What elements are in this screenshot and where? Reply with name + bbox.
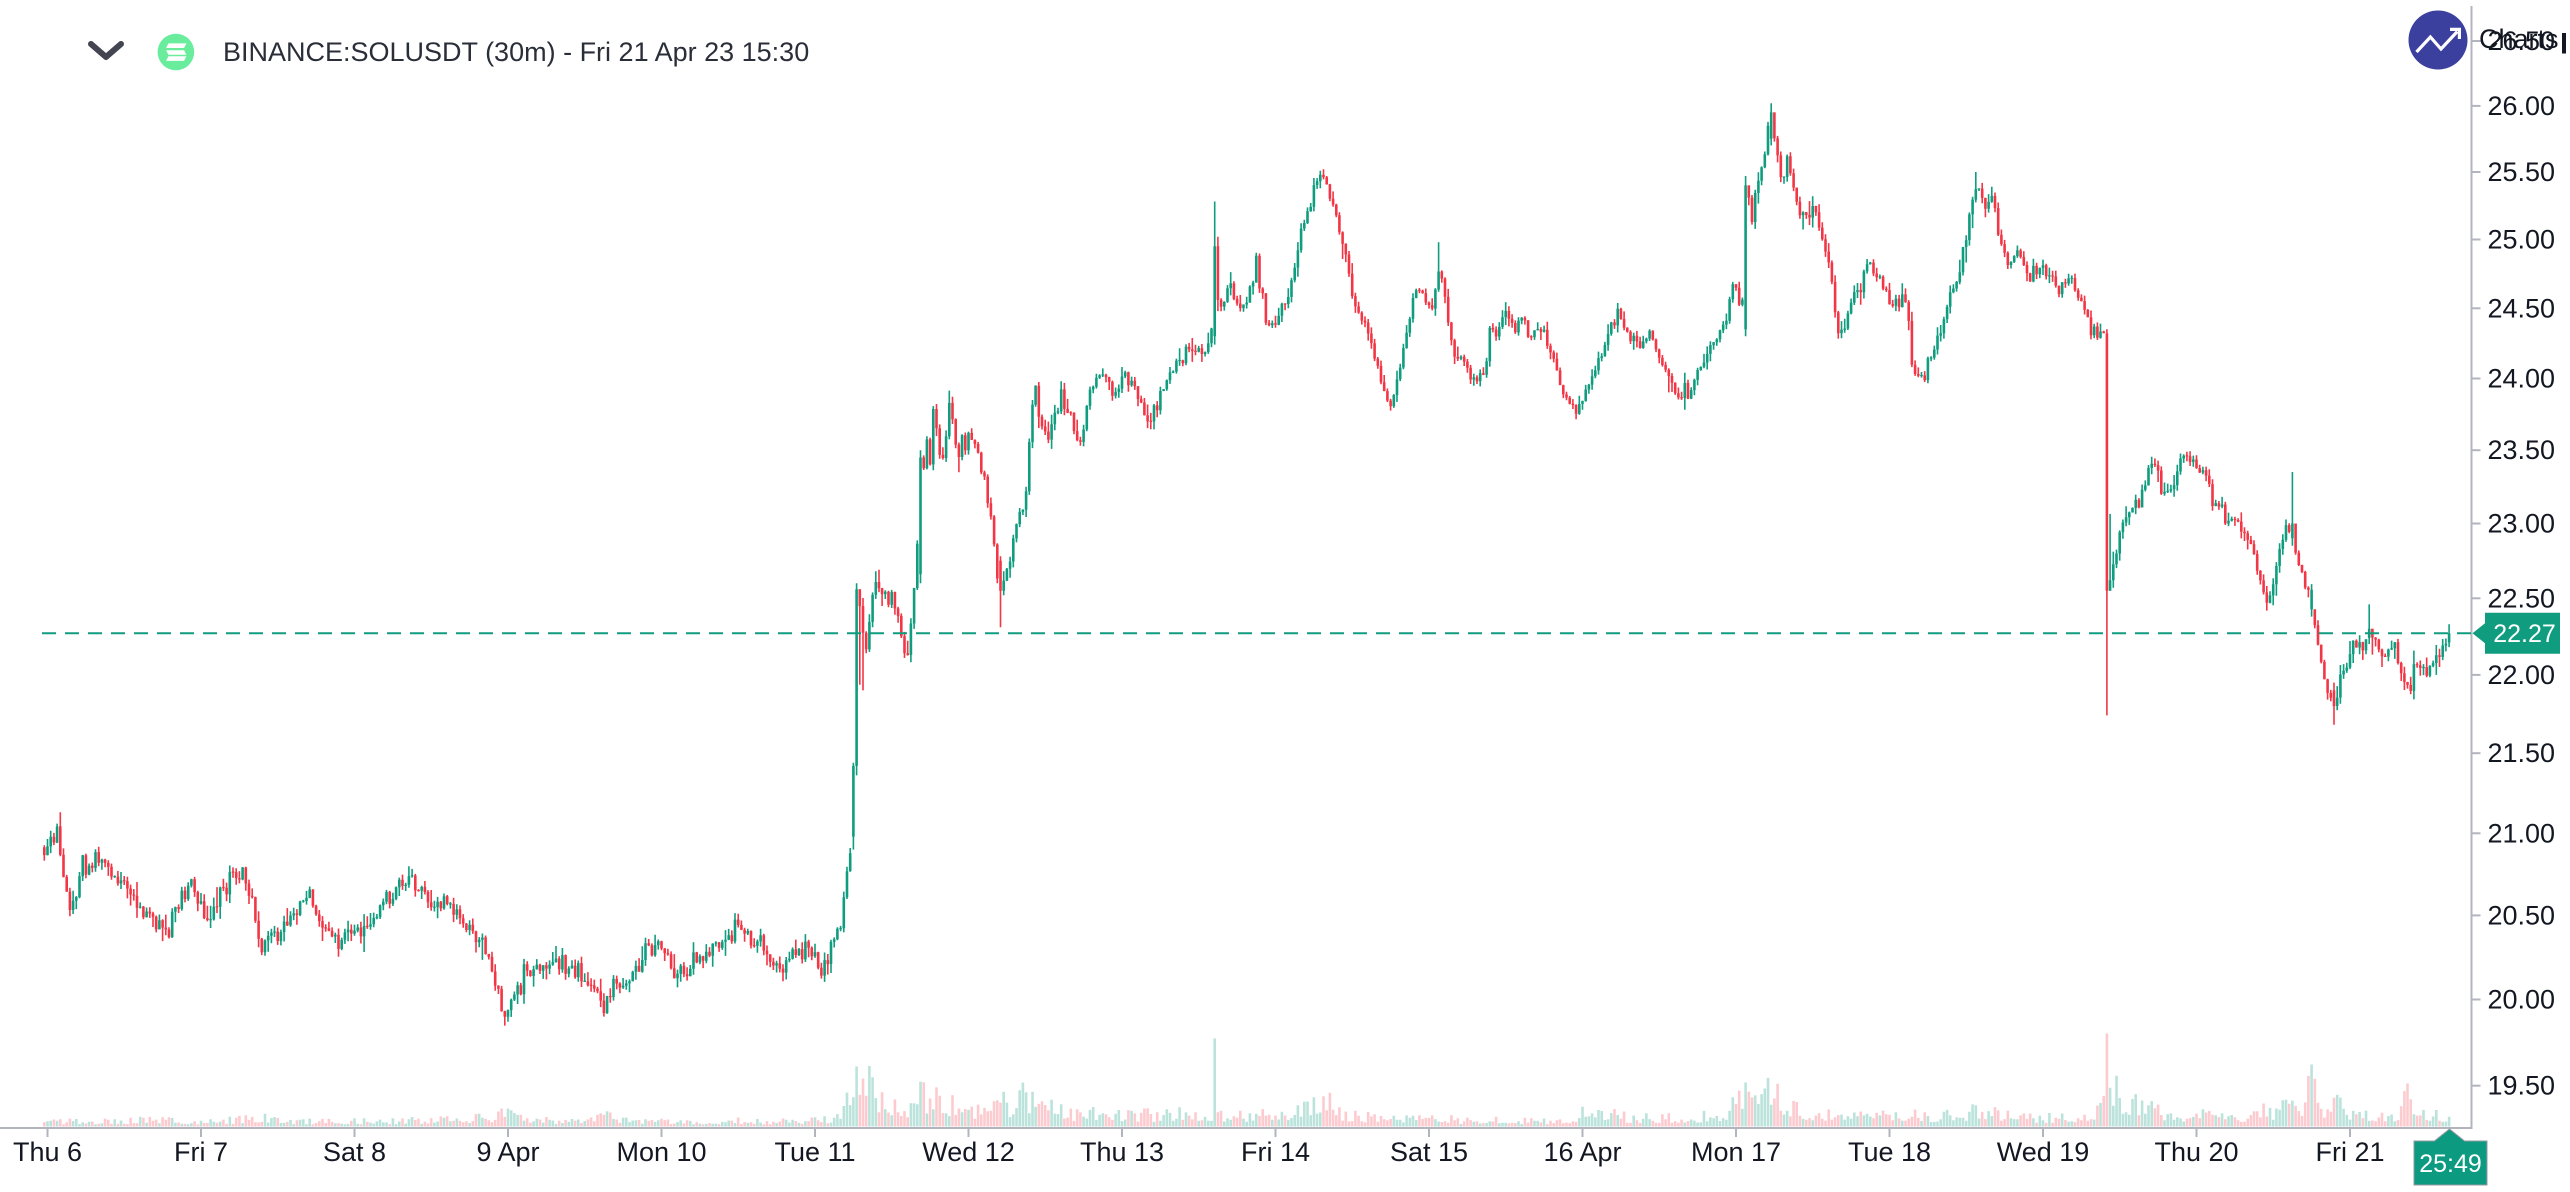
svg-text:23.50: 23.50 [2488,435,2556,465]
svg-text:Fri 14: Fri 14 [1241,1137,1310,1167]
svg-text:Fri 21: Fri 21 [2315,1137,2384,1167]
svg-text:24.50: 24.50 [2488,293,2556,323]
svg-text:22.27: 22.27 [2493,620,2556,648]
svg-text:Wed 19: Wed 19 [1997,1137,2090,1167]
svg-text:25.00: 25.00 [2488,225,2556,255]
svg-text:Tue 18: Tue 18 [1848,1137,1931,1167]
svg-text:21.50: 21.50 [2488,738,2556,768]
svg-text:25.50: 25.50 [2488,157,2556,187]
svg-text:Tue 11: Tue 11 [774,1137,855,1167]
svg-text:24.00: 24.00 [2488,364,2556,394]
svg-text:19.50: 19.50 [2488,1071,2556,1101]
svg-text:16 Apr: 16 Apr [1543,1137,1621,1167]
svg-text:21.00: 21.00 [2488,818,2556,848]
svg-text:Thu 20: Thu 20 [2154,1137,2238,1167]
svg-text:22.00: 22.00 [2488,660,2556,690]
svg-text:25:49: 25:49 [2419,1150,2482,1178]
svg-text:20.50: 20.50 [2488,900,2556,930]
svg-text:22.50: 22.50 [2488,583,2556,613]
svg-text:Sat 8: Sat 8 [323,1137,386,1167]
svg-text:20.00: 20.00 [2488,985,2556,1015]
svg-text:Mon 17: Mon 17 [1691,1137,1781,1167]
svg-text:Thu 13: Thu 13 [1080,1137,1164,1167]
svg-text:Mon 10: Mon 10 [616,1137,706,1167]
svg-text:9 Apr: 9 Apr [476,1137,539,1167]
svg-text:23.00: 23.00 [2488,509,2556,539]
svg-text:Sat 15: Sat 15 [1390,1137,1468,1167]
svg-text:26.50: 26.50 [2488,26,2556,56]
svg-text:Thu 6: Thu 6 [13,1137,82,1167]
svg-text:Wed 12: Wed 12 [922,1137,1015,1167]
svg-text:Charts: Charts [2479,24,2559,54]
svg-text:26.00: 26.00 [2488,91,2556,121]
svg-text:Fri 7: Fri 7 [174,1137,228,1167]
svg-text:BINANCE:SOLUSDT (30m) - Fri 21: BINANCE:SOLUSDT (30m) - Fri 21 Apr 23 15… [223,37,809,67]
